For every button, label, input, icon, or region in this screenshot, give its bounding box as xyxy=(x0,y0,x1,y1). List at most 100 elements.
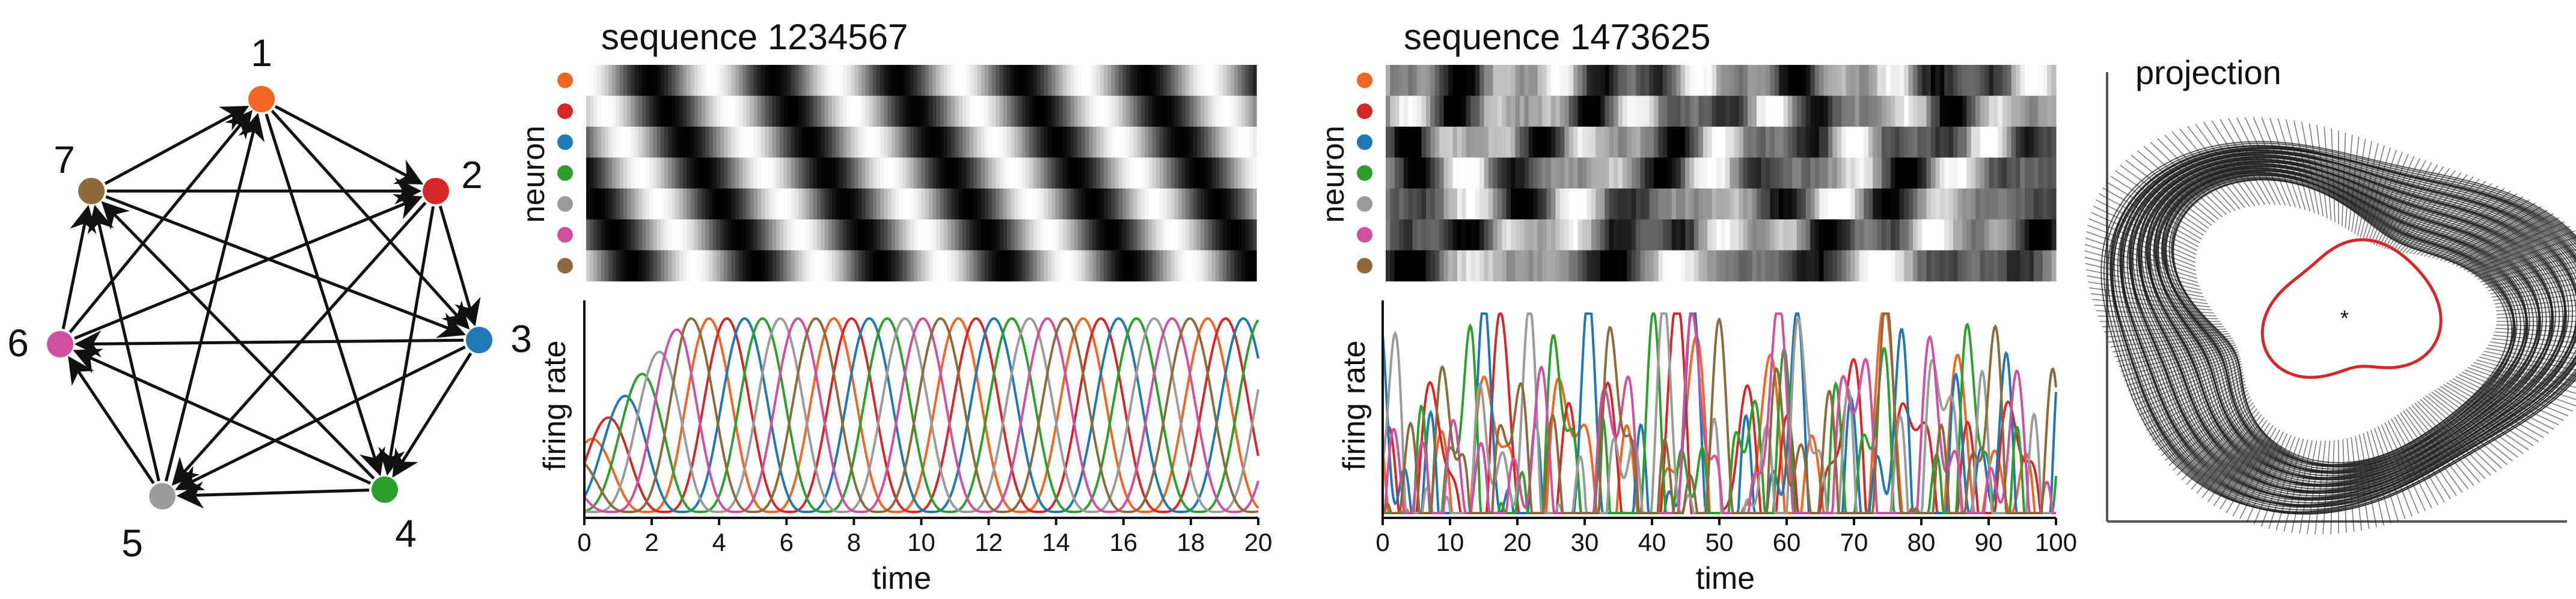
heatmap2-cell xyxy=(1886,96,1891,127)
heatmap1-cell xyxy=(854,188,858,220)
heatmap1-cell xyxy=(1100,126,1104,158)
heatmap2-cell xyxy=(1895,65,1900,96)
heatmap1-cell xyxy=(1021,126,1026,158)
heatmap2-cell xyxy=(1770,65,1775,96)
heatmap1-cell xyxy=(1003,188,1008,220)
heatmap1-cell xyxy=(1048,65,1052,96)
heatmap1-cell xyxy=(1104,65,1108,96)
heatmap2-cell xyxy=(1698,219,1704,251)
heatmap1-cell xyxy=(690,96,695,127)
graph-edge-7-3 xyxy=(105,195,467,338)
heatmap2-cell xyxy=(1448,250,1454,282)
heatmap2-cell xyxy=(1408,219,1413,251)
heatmap2-cell xyxy=(1408,157,1413,189)
heatmap2-cell xyxy=(1837,96,1842,127)
heatmap1-cell xyxy=(791,219,795,251)
heatmap1-cell xyxy=(846,219,851,251)
heatmap1-cell xyxy=(951,188,955,220)
heatmap1-cell xyxy=(619,96,624,127)
heatmap1-cell xyxy=(1133,126,1138,158)
graph-edge-5-6 xyxy=(68,356,155,484)
heatmap2-cell xyxy=(1586,126,1592,158)
heatmap2-cell xyxy=(1506,188,1511,220)
heatmap1-cell xyxy=(1145,157,1149,189)
heatmap1-cell xyxy=(836,250,840,282)
heatmap1-cell xyxy=(720,65,724,96)
heatmap2-cell xyxy=(1412,96,1418,127)
heatmap1-cell xyxy=(1230,65,1235,96)
heatmap1-cell xyxy=(872,157,877,189)
heatmap1-cell xyxy=(902,250,907,282)
heatmap1-cell xyxy=(765,157,769,189)
heatmap1-cell xyxy=(821,219,825,251)
heatmap1-cell xyxy=(1211,188,1216,220)
projection-torus-rib xyxy=(2092,299,2212,311)
heatmap2-cell xyxy=(1559,157,1565,189)
heatmap2-cell xyxy=(1756,126,1761,158)
heatmap1-cell xyxy=(1115,126,1119,158)
heatmap2-cell xyxy=(2011,96,2016,127)
heatmap2-cell xyxy=(1528,65,1534,96)
heatmap1-cell xyxy=(1036,65,1041,96)
heatmap2-cell xyxy=(1528,219,1534,251)
heatmap1-cell xyxy=(1040,250,1045,282)
x-tick-label: 40 xyxy=(1638,528,1666,556)
heatmap2-cell xyxy=(1667,219,1672,251)
heatmap1-cell xyxy=(1011,126,1015,158)
heatmap1-cell xyxy=(828,219,833,251)
heatmap2-cell xyxy=(1614,219,1619,251)
heatmap2-cell xyxy=(1502,188,1507,220)
projection-torus-rib xyxy=(2366,431,2392,524)
heatmap1-cell xyxy=(965,126,970,158)
heatmap2-cell xyxy=(1855,126,1860,158)
heatmap2-cell xyxy=(1939,126,1945,158)
projection-torus-rib xyxy=(2150,141,2227,215)
heatmap2-cell xyxy=(2042,96,2048,127)
heatmap1-cell xyxy=(724,188,728,220)
heatmap2-cell xyxy=(1930,188,1936,220)
heatmap1-cell xyxy=(936,250,941,282)
projection-torus-rib xyxy=(2293,120,2315,213)
heatmap1-cell xyxy=(731,65,736,96)
heatmap1-cell xyxy=(1089,250,1094,282)
projection-torus-rib xyxy=(2137,363,2242,411)
heatmap1-cell xyxy=(1003,219,1008,251)
heatmap2-cell xyxy=(1559,96,1565,127)
heatmap1-cell xyxy=(586,219,590,251)
heatmap2-cell xyxy=(1676,250,1681,282)
heatmap2-cell xyxy=(1667,96,1672,127)
heatmap2-cell xyxy=(1520,219,1525,251)
heatmap2-cell xyxy=(1658,96,1663,127)
heatmap2-cell xyxy=(1533,96,1538,127)
heatmap2-cell xyxy=(1667,65,1672,96)
heatmap2-cell xyxy=(1779,157,1784,189)
heatmap2-cell xyxy=(1614,126,1619,158)
graph-node-7 xyxy=(78,178,105,204)
line-chart-2 xyxy=(1381,312,2057,515)
heatmap2-cell xyxy=(1814,96,1820,127)
heatmap1-cell xyxy=(984,188,989,220)
heatmap1-cell xyxy=(1174,219,1179,251)
heatmap1-cell xyxy=(656,219,661,251)
heatmap1-cell xyxy=(831,126,836,158)
heatmap1-cell xyxy=(1137,126,1142,158)
heatmap2-cell xyxy=(1819,126,1825,158)
projection-torus-rib xyxy=(2391,418,2439,505)
x-tick-label: 2 xyxy=(644,528,658,556)
heatmap2-cell xyxy=(1511,96,1516,127)
projection-torus-rib xyxy=(2115,170,2207,233)
projection-torus-rib xyxy=(2497,310,2576,315)
heatmap1-cell xyxy=(932,219,937,251)
heatmap1-cell xyxy=(1193,250,1198,282)
heatmap1-cell xyxy=(646,157,650,189)
heatmap1-cell xyxy=(932,157,937,189)
heatmap1-cell xyxy=(821,126,825,158)
heatmap1-cell xyxy=(1081,65,1086,96)
heatmap2-cell xyxy=(1693,188,1699,220)
projection-torus-rib xyxy=(2408,406,2474,487)
heatmap1-cell xyxy=(1133,219,1138,251)
heatmap2-cell xyxy=(1788,188,1793,220)
heatmap2-cell xyxy=(1846,157,1851,189)
heatmap2-cell xyxy=(1944,157,1950,189)
projection-torus-rib xyxy=(2483,261,2576,285)
